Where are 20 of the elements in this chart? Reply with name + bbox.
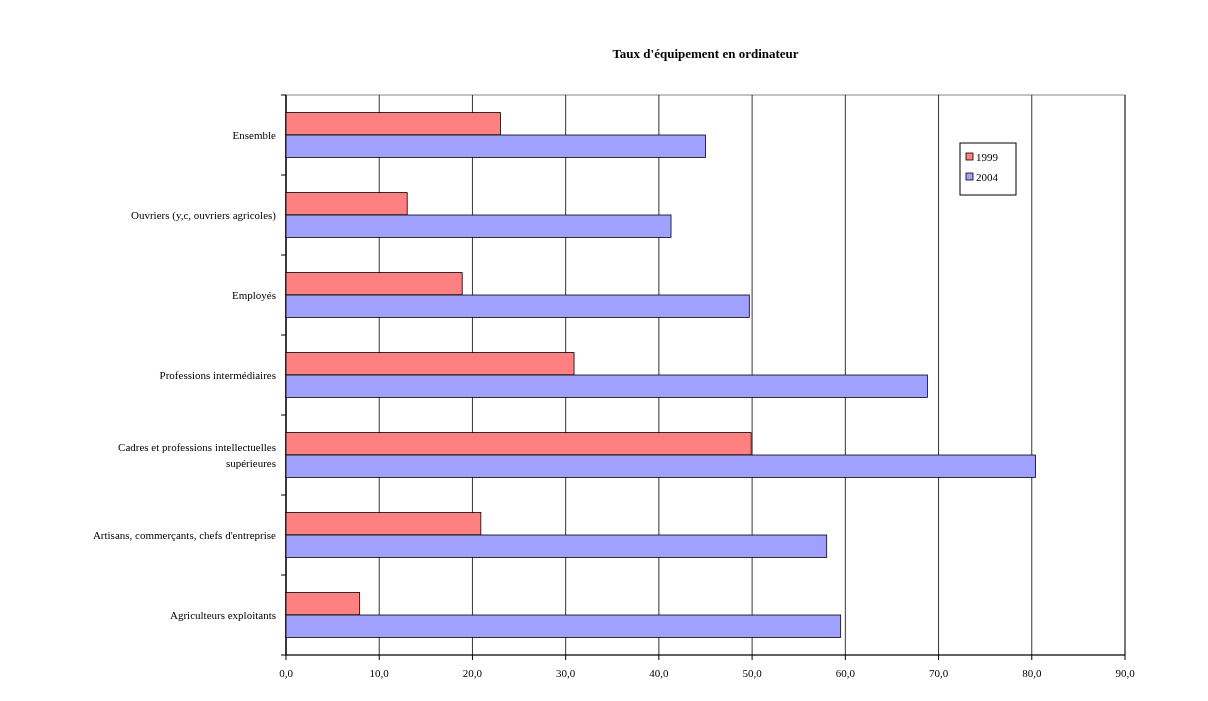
x-tick-label: 0,0 [279,667,294,679]
y-tick-label: Professions intermédiaires [159,369,276,381]
x-tick-label: 20,0 [462,667,483,679]
y-tick-label: Artisans, commerçants, chefs d'entreprise [92,529,277,541]
x-tick-label: 50,0 [742,667,763,679]
x-tick-label: 80,0 [1022,667,1042,679]
x-tick-label: 90,0 [1115,667,1136,679]
y-tick-label: Agriculteurs exploitants [169,609,276,621]
legend-label: 1999 [976,151,999,163]
chart-title: Taux d'équipement en ordinateur [612,46,799,61]
x-tick-label: 70,0 [928,667,949,679]
y-tick-label: Cadres et professions intellectuelles supérieures [118,441,276,469]
y-tick-label: Ouvriers (y,c, ouvriers agricoles) [131,209,277,222]
x-tick-label: 40,0 [649,667,670,679]
legend-label: 2004 [976,171,999,183]
y-tick-label: Ensemble [232,129,277,141]
x-tick-label: 10,0 [369,667,390,679]
x-tick-label: 60,0 [835,667,856,679]
y-tick-label: Employés [232,289,276,301]
x-tick-label: 30,0 [556,667,576,679]
